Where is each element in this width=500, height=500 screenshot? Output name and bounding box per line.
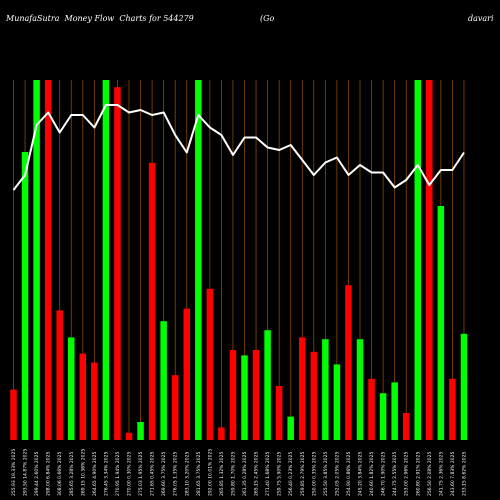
bar-up xyxy=(68,337,75,440)
bar-down xyxy=(171,375,179,440)
bar-up xyxy=(137,422,144,440)
bar-up xyxy=(241,355,248,440)
bar-up xyxy=(460,333,468,440)
x-tick-label: 259.85 2.79% 2025 xyxy=(300,452,306,496)
bar-down xyxy=(125,432,133,440)
x-tick-label: 255.50 3.85% 2025 xyxy=(323,452,329,496)
x-tick-label: 244.75 2.55% 2025 xyxy=(392,452,398,496)
bar-down xyxy=(148,162,156,441)
x-tick-label: 270.00 0.30% 2025 xyxy=(127,452,133,496)
x-tick-label: 250.00 0.35% 2025 xyxy=(311,452,317,496)
x-tick-label: 243.60 7.83% 2025 xyxy=(450,452,456,496)
x-tick-label: 233.15 8.62% 2025 xyxy=(461,452,467,496)
bar-down xyxy=(252,350,260,440)
bar-series xyxy=(10,80,468,441)
bar-down xyxy=(44,80,52,440)
bar-down xyxy=(206,288,214,440)
bar-down xyxy=(368,378,375,440)
x-tick-label: 308.06 0.66% 2025 xyxy=(57,452,63,496)
price-line-series xyxy=(12,104,465,191)
bar-down xyxy=(299,337,306,440)
x-tick-label: 271.65 0.45% 2025 xyxy=(150,452,156,496)
chart-title-left: MunafaSutra Money Flow Charts for 544279 xyxy=(6,14,194,23)
bar-up xyxy=(333,364,341,440)
bar-up xyxy=(437,206,445,440)
bar-up xyxy=(21,152,29,440)
bar-down xyxy=(56,310,63,440)
x-tick-label: 259.75 5.90% 2025 xyxy=(277,452,283,496)
bar-down xyxy=(229,350,237,440)
bar-down xyxy=(218,427,225,440)
x-tick-label: 281.65 3.75% 2025 xyxy=(196,452,202,496)
bar-up xyxy=(287,416,294,440)
x-axis-labels: 255.93 19.33% 2025 293.50 14.87% 2025 299.… xyxy=(11,449,467,496)
bar-up xyxy=(160,321,167,440)
bar-down xyxy=(275,386,283,440)
bar-down xyxy=(449,378,456,440)
bar-up xyxy=(195,80,202,440)
bar-down xyxy=(402,413,410,440)
x-tick-label: 256.40 0.23% 2025 xyxy=(288,452,294,496)
x-tick-label: 245.20 3.84% 2025 xyxy=(358,452,364,496)
bar-up xyxy=(379,393,387,440)
x-tick-label: 265.85 1.32% 2025 xyxy=(219,452,225,496)
bar-down xyxy=(183,308,190,440)
bar-down xyxy=(114,87,121,440)
bar-down xyxy=(91,362,98,440)
bar-up xyxy=(102,80,110,440)
x-tick-label: 261.35 0.28% 2025 xyxy=(242,452,248,496)
bar-down xyxy=(345,285,352,440)
x-tick-label: 271.40 1.68% 2025 xyxy=(265,452,271,496)
chart-title-right: davari xyxy=(468,14,494,23)
x-tick-label: 276.05 1.35% 2025 xyxy=(173,452,179,496)
chart-title-mid: (Go xyxy=(260,14,275,23)
x-tick-label: 298.00 6.84% 2025 xyxy=(46,452,52,496)
bar-up xyxy=(264,330,271,440)
bar-up xyxy=(391,382,398,440)
x-tick-label: 269.15 10.36% 2025 xyxy=(80,449,86,496)
x-tick-label: 240.60 1.82% 2025 xyxy=(369,452,375,496)
x-tick-label: 255.93 19.33% 2025 xyxy=(11,449,17,496)
x-tick-label: 269.60 3.75% 2025 xyxy=(161,452,167,496)
x-tick-label: 241.75 2.36% 2025 xyxy=(438,452,444,496)
bar-down xyxy=(426,80,433,440)
bar-down xyxy=(10,389,17,440)
x-tick-label: 276.45 3.34% 2025 xyxy=(103,452,109,496)
bar-up xyxy=(356,339,364,440)
x-tick-label: 275.03 1.95% 2025 xyxy=(138,452,144,496)
bar-down xyxy=(79,353,87,440)
x-tick-label: 253.00 2.96% 2025 xyxy=(404,452,410,496)
bar-up xyxy=(414,80,421,440)
bar-up xyxy=(322,339,329,440)
x-tick-label: 260.80 2.91% 2025 xyxy=(415,452,421,496)
price-line xyxy=(12,104,465,191)
x-tick-label: 264.65 4.90% 2025 xyxy=(92,452,98,496)
x-tick-label: 285.65 3.28% 2025 xyxy=(69,452,75,496)
x-tick-label: 246.70 1.90% 2025 xyxy=(381,452,387,496)
x-tick-label: 270.95 1.94% 2025 xyxy=(115,452,121,496)
x-tick-label: 293.50 14.87% 2025 xyxy=(23,449,29,496)
bar-up xyxy=(33,80,40,440)
x-tick-label: 265.15 2.45% 2025 xyxy=(254,452,260,496)
x-tick-label: 252.05 2.05% 2025 xyxy=(334,452,340,496)
x-tick-label: 259.80 1.70% 2025 xyxy=(230,452,236,496)
x-tick-label: 283.10 3.20% 2025 xyxy=(184,452,190,496)
x-tick-label: 256.50 2.08% 2025 xyxy=(427,452,433,496)
x-tick-label: 292.00 10.01% 2025 xyxy=(207,449,213,496)
x-tick-label: 299.44 2.60% 2025 xyxy=(34,452,40,496)
x-tick-label: 254.90 0.86% 2025 xyxy=(346,452,352,496)
bar-down xyxy=(310,351,318,440)
